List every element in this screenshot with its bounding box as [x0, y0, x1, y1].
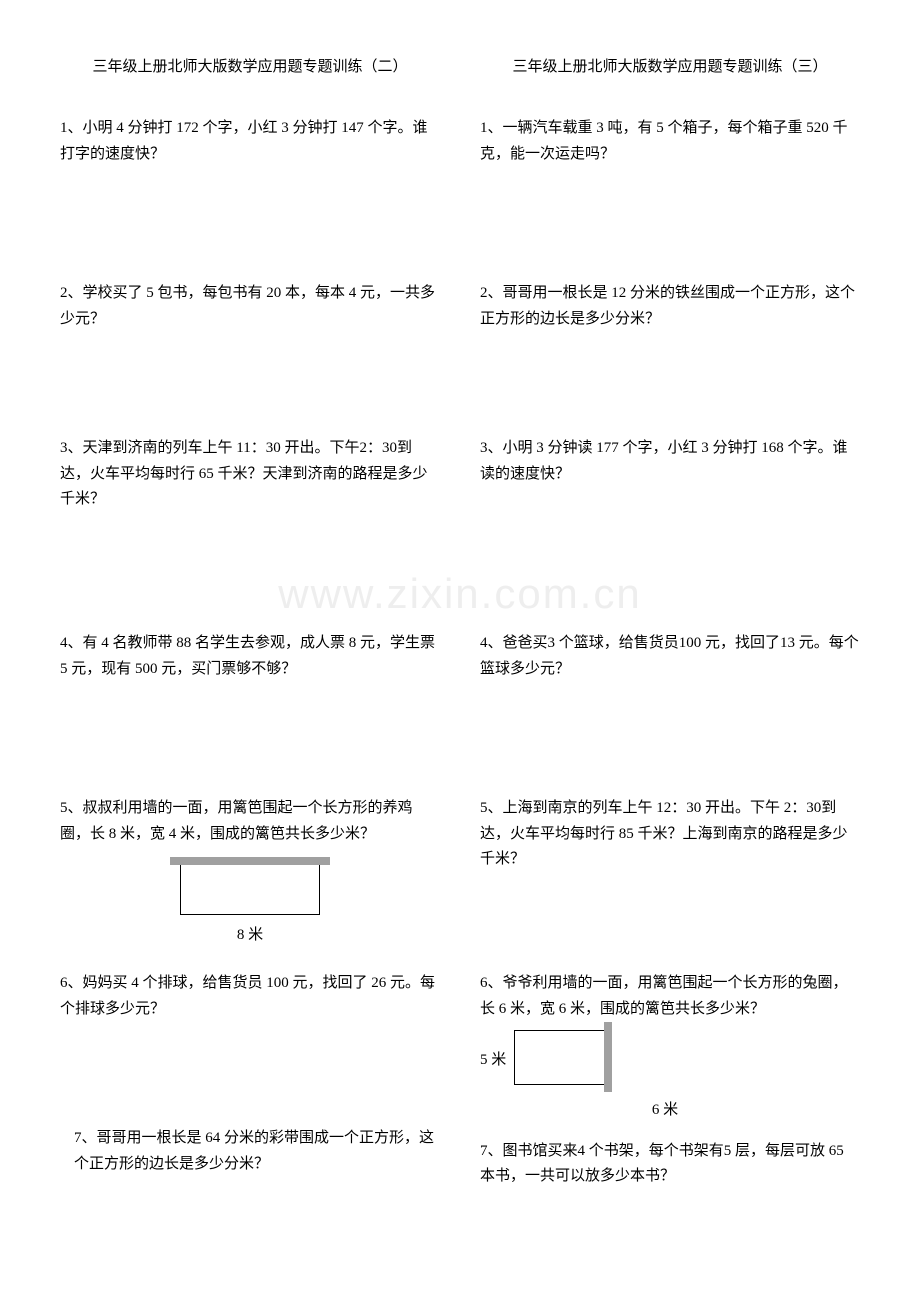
- right-problem-1: 1、一辆汽车载重 3 吨，有 5 个箱子，每个箱子重 520 千克，能一次运走吗…: [480, 116, 860, 266]
- right-problem-2: 2、哥哥用一根长是 12 分米的铁丝围成一个正方形，这个正方形的边长是多少分米？: [480, 281, 860, 421]
- left-diagram: 8 米: [60, 857, 440, 949]
- right-problem-6: 6、爷爷利用墙的一面，用篱笆围起一个长方形的兔圈，长 6 米，宽 6 米，围成的…: [480, 971, 860, 1124]
- right-diagram-label-left: 5 米: [480, 1030, 514, 1092]
- right-column: 三年级上册北师大版数学应用题专题训练（三） 1、一辆汽车载重 3 吨，有 5 个…: [480, 55, 860, 1262]
- right-wall-shape: [604, 1022, 612, 1092]
- left-problem-1: 1、小明 4 分钟打 172 个字，小红 3 分钟打 147 个字。谁打字的速度…: [60, 116, 440, 266]
- left-problem-4: 4、有 4 名教师带 88 名学生去参观，成人票 8 元，学生票 5 元，现有 …: [60, 631, 440, 781]
- left-problem-5-text: 5、叔叔利用墙的一面，用篱笆围起一个长方形的养鸡圈，长 8 米，宽 4 米，围成…: [60, 800, 413, 842]
- left-problem-3: 3、天津到济南的列车上午 11：30 开出。下午2：30到达，火车平均每时行 6…: [60, 436, 440, 616]
- left-problem-6: 6、妈妈买 4 个排球，给售货员 100 元，找回了 26 元。每个排球多少元？: [60, 971, 440, 1111]
- left-diagram-label: 8 米: [237, 923, 263, 949]
- left-problem-2: 2、学校买了 5 包书，每包书有 20 本，每本 4 元，一共多少元？: [60, 281, 440, 421]
- right-diagram-label-bottom: 6 米: [495, 1098, 835, 1124]
- right-column-title: 三年级上册北师大版数学应用题专题训练（三）: [480, 55, 860, 76]
- right-fence-rect-shape: [514, 1030, 604, 1085]
- right-diagram: 5 米 6 米: [480, 1030, 820, 1124]
- right-problem-5: 5、上海到南京的列车上午 12：30 开出。下午 2：30到达，火车平均每时行 …: [480, 796, 860, 956]
- left-problem-7: 7、哥哥用一根长是 64 分米的彩带围成一个正方形，这个正方形的边长是多少分米？: [60, 1126, 440, 1186]
- wall-top-shape: [170, 857, 330, 865]
- right-problem-7: 7、图书馆买来4 个书架，每个书架有5 层，每层可放 65 本书，一共可以放多少…: [480, 1139, 860, 1199]
- right-problem-4: 4、爸爸买3 个篮球，给售货员100 元，找回了13 元。每个篮球多少元？: [480, 631, 860, 781]
- right-problem-3: 3、小明 3 分钟读 177 个字，小红 3 分钟打 168 个字。谁读的速度快…: [480, 436, 860, 616]
- left-column-title: 三年级上册北师大版数学应用题专题训练（二）: [60, 55, 440, 76]
- left-problem-5: 5、叔叔利用墙的一面，用篱笆围起一个长方形的养鸡圈，长 8 米，宽 4 米，围成…: [60, 796, 440, 956]
- left-column: 三年级上册北师大版数学应用题专题训练（二） 1、小明 4 分钟打 172 个字，…: [60, 55, 440, 1262]
- right-diagram-inner: 5 米: [480, 1030, 820, 1092]
- fence-rect-shape: [180, 865, 320, 915]
- right-problem-6-text: 6、爷爷利用墙的一面，用篱笆围起一个长方形的兔圈，长 6 米，宽 6 米，围成的…: [480, 975, 848, 1017]
- page-container: 三年级上册北师大版数学应用题专题训练（二） 1、小明 4 分钟打 172 个字，…: [60, 55, 860, 1262]
